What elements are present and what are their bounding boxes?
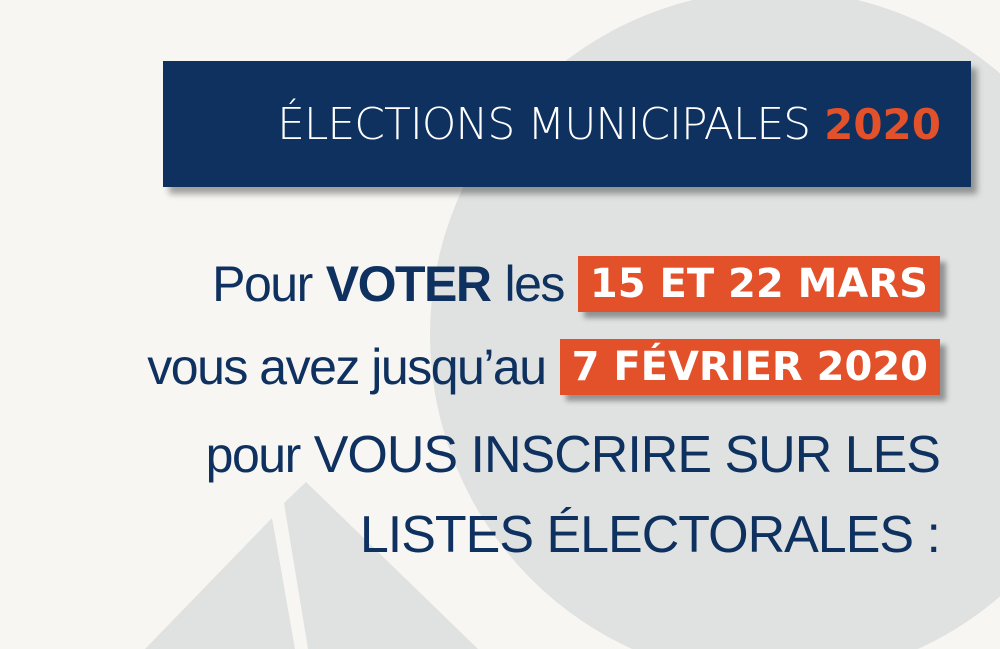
text-jusquau: vous avez jusqu’au <box>147 339 547 395</box>
line-register: pour VOUS INSCRIRE SUR LES <box>205 425 941 485</box>
line-vote-dates: Pour VOTER les 15 ET 22 MARS <box>212 255 940 313</box>
text-pour-2: pour <box>205 427 302 483</box>
text-pour: Pour <box>212 256 313 312</box>
title-banner: ÉLECTIONS MUNICIPALES 2020 <box>163 61 971 187</box>
banner-year: 2020 <box>824 99 941 149</box>
banner-title: ÉLECTIONS MUNICIPALES <box>277 98 811 150</box>
text-inscrire: VOUS INSCRIRE SUR LES <box>313 426 941 484</box>
text-les: les <box>504 256 565 312</box>
text-listes: LISTES ÉLECTORALES : <box>359 506 941 564</box>
line-deadline: vous avez jusqu’au 7 FÉVRIER 2020 <box>147 338 940 396</box>
line-lists: LISTES ÉLECTORALES : <box>359 505 941 565</box>
decorative-triangle-left <box>145 518 295 649</box>
highlight-dates: 15 ET 22 MARS <box>577 256 940 312</box>
decorative-triangle-right <box>284 482 478 649</box>
highlight-deadline: 7 FÉVRIER 2020 <box>559 339 940 395</box>
text-voter: VOTER <box>325 256 492 312</box>
